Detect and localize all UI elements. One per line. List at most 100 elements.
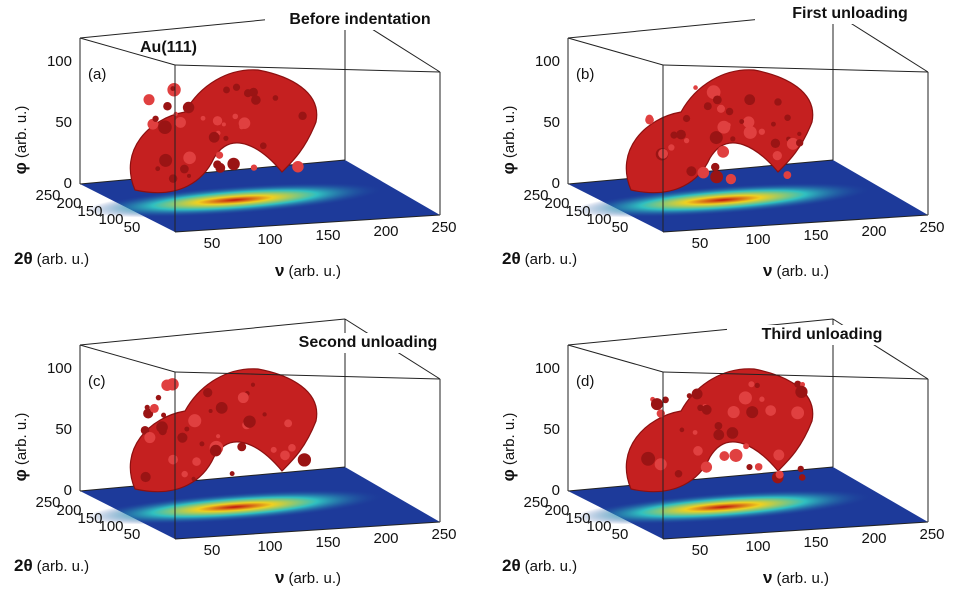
isosurface-texture [712,95,722,105]
two-theta-tick-label: 200 [56,502,81,519]
isosurface-texture [771,121,776,127]
isosurface-texture [783,171,792,179]
isosurface-texture [182,101,195,114]
nu-tick-label: 150 [315,227,340,244]
isosurface-texture [719,451,730,461]
isosurface-texture [800,382,806,387]
isosurface-texture [227,157,240,171]
box-edge [662,64,929,73]
isosurface-texture [155,166,161,172]
unit: (arb. u.) [37,558,90,575]
isosurface-texture [183,151,196,165]
panel-title: Third unloading [762,326,883,343]
isosurface-texture [650,398,663,411]
nu-tick-label: 250 [431,219,456,236]
box-edge [662,371,929,380]
isosurface-texture [237,442,247,452]
isosurface-texture [239,124,245,130]
box-edge [567,344,664,373]
isosurface-texture [754,382,760,389]
title-backdrop [265,10,455,30]
isosurface-texture [692,430,698,435]
isosurface-texture [159,153,173,167]
isosurface-texture [243,415,256,428]
panel-title: Second unloading [299,334,438,351]
phi-symbol: φ [11,469,30,481]
nu-axis-label: ν (arb. u.) [275,568,341,587]
isosurface-texture [168,454,178,465]
isosurface-texture [237,392,249,404]
isosurface-texture [155,394,162,401]
nu-tick-label: 50 [692,235,709,252]
isosurface-texture [288,444,296,452]
nu-tick-label: 200 [373,530,398,547]
two-theta-tick-label: 100 [98,518,123,535]
phi-tick-label: 100 [535,360,560,377]
isosurface-texture [691,388,703,400]
phi-tick-label: 50 [55,421,72,438]
isosurface-texture [188,414,202,428]
isosurface-texture [216,434,221,439]
isosurface-texture [209,444,222,457]
two-theta-symbol: 2θ [14,556,33,575]
two-theta-tick-label: 250 [35,494,60,511]
box-edge [79,344,176,373]
isosurface-texture [797,131,802,137]
isosurface-texture [143,94,155,106]
isosurface-texture [168,174,178,183]
isosurface-texture [686,393,692,399]
box-edge [79,37,176,66]
isosurface-texture [798,474,806,481]
nu-axis-label: ν (arb. u.) [275,261,341,280]
isosurface-texture [754,463,763,471]
isosurface-texture [232,83,241,91]
isosurface-texture [645,114,654,123]
isosurface-texture [221,122,226,127]
two-theta-tick-label: 50 [124,219,141,236]
isosurface-texture [284,419,293,428]
isosurface-texture [140,471,151,483]
nu-tick-label: 50 [204,235,221,252]
isosurface-texture [772,150,782,161]
panel-label: (c) [88,373,106,390]
isosurface-texture [177,432,188,443]
isosurface-texture [223,86,230,94]
nu-tick-label: 100 [257,538,282,555]
two-theta-axis-label: 2θ (arb. u.) [14,249,89,268]
panel-title: First unloading [792,5,908,22]
two-theta-tick-label: 50 [124,526,141,543]
unit: (arb. u.) [501,413,518,466]
isosurface-texture [668,144,675,151]
box-edge [174,521,441,540]
phi-tick-label: 0 [64,482,72,499]
box-edge [567,37,664,66]
isosurface-texture [714,421,723,430]
two-theta-tick-label: 150 [77,510,102,527]
isosurface-texture [725,107,734,116]
phi-tick-label: 100 [535,53,560,70]
isosurface-texture [765,405,776,416]
isosurface-texture [229,471,235,477]
isosurface-texture [670,131,678,139]
unit: (arb. u.) [776,570,829,587]
floor-streak [85,489,385,525]
isosurface-texture [743,125,757,139]
two-theta-symbol: 2θ [14,249,33,268]
panel-title: Before indentation [289,11,430,28]
phi-tick-label: 0 [64,175,72,192]
two-theta-axis-label: 2θ (arb. u.) [502,556,577,575]
two-theta-axis-label: 2θ (arb. u.) [502,249,577,268]
isosurface-texture [208,408,213,413]
isosurface [129,69,318,194]
isosurface-texture [272,95,279,101]
isosurface-texture [727,406,740,419]
isosurface-texture [223,135,229,141]
title-backdrop [727,325,917,345]
isosurface-texture [703,102,712,111]
phi-axis-label: φ (arb. u.) [11,106,30,175]
nu-tick-label: 200 [861,530,886,547]
nu-tick-label: 250 [919,219,944,236]
isosurface-texture [149,403,159,413]
isosurface-texture [170,86,176,91]
isosurface-texture [152,115,159,122]
